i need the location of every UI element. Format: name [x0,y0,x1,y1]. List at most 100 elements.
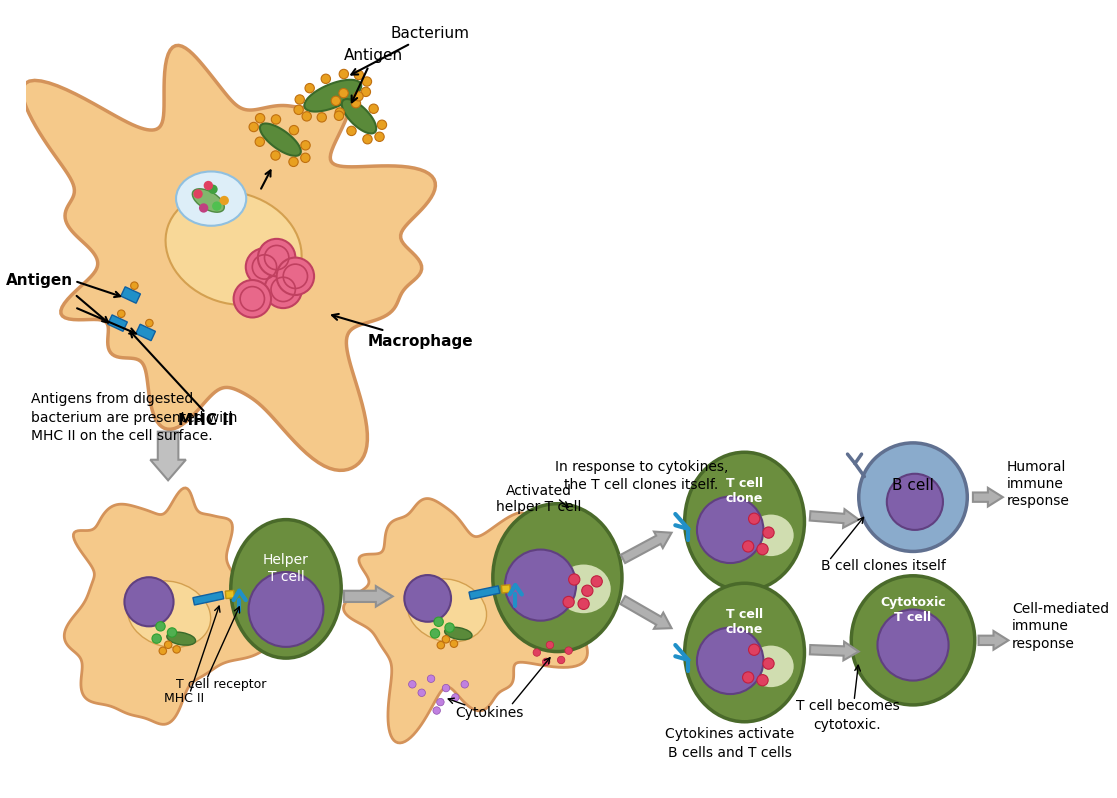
Circle shape [193,189,202,199]
Circle shape [361,87,371,97]
Circle shape [757,543,768,555]
Circle shape [591,576,602,587]
Circle shape [442,685,450,692]
Circle shape [145,319,153,327]
Circle shape [563,596,574,607]
Circle shape [375,132,384,141]
Circle shape [404,575,451,622]
Ellipse shape [165,192,302,305]
Circle shape [461,681,468,688]
Polygon shape [65,488,280,725]
Circle shape [220,196,229,205]
Circle shape [437,642,445,649]
Circle shape [748,513,760,524]
Polygon shape [193,591,223,605]
Circle shape [164,641,172,649]
Circle shape [363,135,372,144]
Circle shape [546,642,554,649]
Ellipse shape [176,172,246,226]
Circle shape [334,111,344,120]
Polygon shape [226,591,235,598]
Text: Macrophage: Macrophage [332,314,472,349]
Text: Cytokines activate
B cells and T cells: Cytokines activate B cells and T cells [665,727,794,760]
Circle shape [258,239,295,276]
Ellipse shape [445,627,472,640]
Ellipse shape [493,504,622,652]
Ellipse shape [192,189,225,212]
Circle shape [117,310,125,318]
Circle shape [757,674,768,685]
Circle shape [748,644,760,655]
Circle shape [233,280,271,318]
Circle shape [433,707,440,714]
Circle shape [246,248,284,286]
Circle shape [294,105,304,114]
Circle shape [332,96,341,105]
Circle shape [256,113,265,123]
Circle shape [317,113,326,122]
Circle shape [159,647,166,654]
Ellipse shape [556,564,611,613]
Text: Antigens from digested
bacterium are presented with
MHC II on the cell surface.: Antigens from digested bacterium are pre… [30,393,237,443]
Circle shape [435,617,443,626]
Polygon shape [136,324,155,341]
Ellipse shape [851,576,975,705]
Circle shape [557,656,565,664]
Circle shape [450,640,458,647]
Circle shape [763,658,774,670]
Circle shape [445,623,455,632]
Circle shape [362,77,372,86]
Circle shape [697,496,763,563]
Text: T cell receptor: T cell receptor [175,678,266,691]
FancyArrow shape [973,488,1003,507]
Circle shape [743,541,754,552]
Circle shape [131,282,139,290]
Circle shape [152,634,161,643]
Circle shape [271,115,280,124]
Text: Humoral
immune
response: Humoral immune response [1006,460,1069,508]
Circle shape [289,125,298,135]
Circle shape [577,598,589,610]
Polygon shape [107,315,127,331]
Circle shape [212,201,221,211]
Circle shape [338,89,349,98]
Ellipse shape [408,579,487,642]
FancyArrow shape [621,531,671,563]
Ellipse shape [166,632,195,645]
Circle shape [265,271,302,308]
Circle shape [378,120,386,129]
Ellipse shape [127,581,211,647]
Circle shape [878,610,948,681]
Circle shape [582,585,593,596]
Circle shape [277,258,314,295]
Circle shape [346,126,356,136]
Circle shape [354,92,363,101]
Text: B cell: B cell [892,479,934,493]
Circle shape [351,98,361,108]
Polygon shape [502,585,510,593]
Circle shape [409,681,416,688]
Circle shape [533,649,541,656]
Circle shape [451,693,459,701]
FancyArrow shape [621,596,671,629]
Circle shape [437,698,445,706]
FancyArrow shape [978,631,1009,650]
Text: Helper
T cell: Helper T cell [264,553,309,584]
Ellipse shape [748,515,794,556]
Text: MHC II: MHC II [178,413,233,428]
Polygon shape [344,499,588,743]
Polygon shape [22,45,436,470]
Text: Antigen: Antigen [6,274,73,288]
Circle shape [255,137,265,146]
Text: Antigen: Antigen [344,48,403,102]
Text: T cell
clone: T cell clone [726,608,763,636]
Text: MHC II: MHC II [164,692,204,705]
Circle shape [209,184,218,194]
Circle shape [430,629,440,638]
Circle shape [203,181,213,190]
FancyArrow shape [151,432,185,480]
Circle shape [354,70,363,80]
FancyArrow shape [344,586,393,606]
Circle shape [156,622,165,631]
Ellipse shape [748,646,794,687]
